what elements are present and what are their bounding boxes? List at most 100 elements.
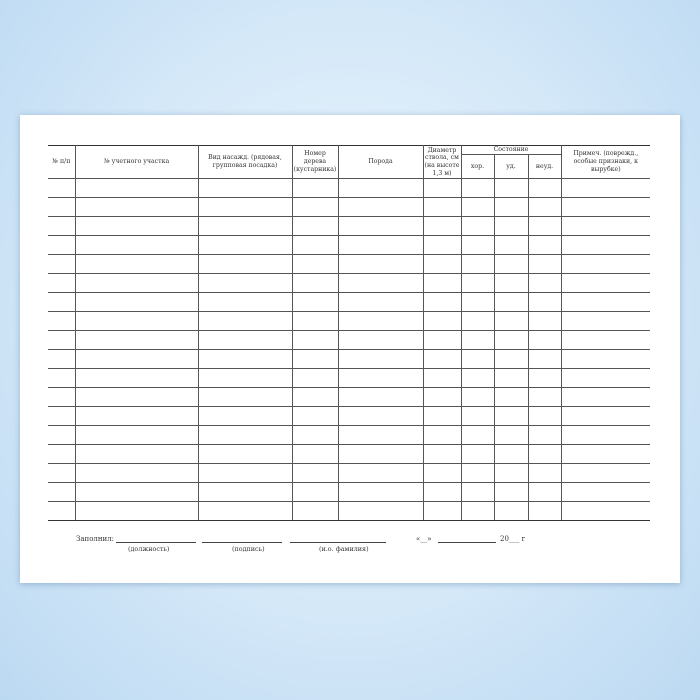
table-cell[interactable] xyxy=(493,235,529,255)
table-cell[interactable] xyxy=(48,425,76,445)
table-cell[interactable] xyxy=(291,273,339,293)
table-cell[interactable] xyxy=(527,178,562,198)
table-cell[interactable] xyxy=(197,444,293,464)
table-cell[interactable] xyxy=(197,501,293,521)
table-cell[interactable] xyxy=(337,292,424,312)
table-cell[interactable] xyxy=(493,311,529,331)
table-cell[interactable] xyxy=(527,368,562,388)
table-cell[interactable] xyxy=(527,216,562,236)
table-cell[interactable] xyxy=(493,292,529,312)
table-cell[interactable] xyxy=(197,197,293,217)
table-cell[interactable] xyxy=(48,349,76,369)
table-cell[interactable] xyxy=(527,292,562,312)
table-cell[interactable] xyxy=(460,425,495,445)
table-cell[interactable] xyxy=(291,216,339,236)
table-cell[interactable] xyxy=(337,368,424,388)
table-cell[interactable] xyxy=(560,273,651,293)
table-cell[interactable] xyxy=(460,292,495,312)
table-cell[interactable] xyxy=(422,425,462,445)
table-cell[interactable] xyxy=(74,235,199,255)
table-cell[interactable] xyxy=(197,178,293,198)
table-cell[interactable] xyxy=(422,349,462,369)
table-cell[interactable] xyxy=(560,463,651,483)
table-cell[interactable] xyxy=(337,444,424,464)
table-cell[interactable] xyxy=(560,368,651,388)
table-cell[interactable] xyxy=(197,273,293,293)
table-cell[interactable] xyxy=(337,482,424,502)
table-cell[interactable] xyxy=(337,216,424,236)
table-cell[interactable] xyxy=(197,254,293,274)
table-cell[interactable] xyxy=(197,349,293,369)
name-line[interactable] xyxy=(290,534,386,543)
table-cell[interactable] xyxy=(527,273,562,293)
table-cell[interactable] xyxy=(493,273,529,293)
position-line[interactable] xyxy=(116,534,196,543)
table-cell[interactable] xyxy=(74,330,199,350)
table-cell[interactable] xyxy=(291,387,339,407)
table-cell[interactable] xyxy=(460,463,495,483)
table-cell[interactable] xyxy=(197,482,293,502)
table-cell[interactable] xyxy=(560,235,651,255)
table-cell[interactable] xyxy=(291,311,339,331)
table-cell[interactable] xyxy=(337,254,424,274)
table-cell[interactable] xyxy=(291,406,339,426)
table-cell[interactable] xyxy=(48,273,76,293)
table-cell[interactable] xyxy=(74,368,199,388)
table-cell[interactable] xyxy=(74,482,199,502)
table-cell[interactable] xyxy=(422,463,462,483)
table-cell[interactable] xyxy=(422,235,462,255)
table-cell[interactable] xyxy=(48,482,76,502)
table-cell[interactable] xyxy=(48,254,76,274)
table-cell[interactable] xyxy=(197,406,293,426)
table-cell[interactable] xyxy=(422,197,462,217)
table-cell[interactable] xyxy=(197,425,293,445)
table-cell[interactable] xyxy=(560,197,651,217)
table-cell[interactable] xyxy=(422,311,462,331)
table-cell[interactable] xyxy=(560,482,651,502)
table-cell[interactable] xyxy=(291,254,339,274)
table-cell[interactable] xyxy=(337,425,424,445)
table-cell[interactable] xyxy=(493,349,529,369)
table-cell[interactable] xyxy=(337,235,424,255)
table-cell[interactable] xyxy=(48,330,76,350)
table-cell[interactable] xyxy=(291,463,339,483)
table-cell[interactable] xyxy=(460,178,495,198)
table-cell[interactable] xyxy=(291,235,339,255)
table-cell[interactable] xyxy=(560,292,651,312)
table-cell[interactable] xyxy=(422,444,462,464)
table-cell[interactable] xyxy=(337,387,424,407)
table-cell[interactable] xyxy=(527,463,562,483)
table-cell[interactable] xyxy=(560,216,651,236)
table-cell[interactable] xyxy=(493,330,529,350)
table-cell[interactable] xyxy=(197,330,293,350)
table-cell[interactable] xyxy=(197,463,293,483)
table-cell[interactable] xyxy=(422,178,462,198)
table-cell[interactable] xyxy=(74,254,199,274)
table-cell[interactable] xyxy=(460,387,495,407)
table-cell[interactable] xyxy=(337,463,424,483)
table-cell[interactable] xyxy=(493,406,529,426)
table-cell[interactable] xyxy=(74,349,199,369)
table-cell[interactable] xyxy=(74,216,199,236)
table-cell[interactable] xyxy=(197,368,293,388)
table-cell[interactable] xyxy=(197,235,293,255)
table-cell[interactable] xyxy=(422,482,462,502)
table-cell[interactable] xyxy=(337,330,424,350)
table-cell[interactable] xyxy=(460,254,495,274)
table-cell[interactable] xyxy=(74,425,199,445)
table-cell[interactable] xyxy=(197,387,293,407)
table-cell[interactable] xyxy=(560,311,651,331)
table-cell[interactable] xyxy=(337,406,424,426)
table-cell[interactable] xyxy=(493,501,529,521)
table-cell[interactable] xyxy=(74,273,199,293)
table-cell[interactable] xyxy=(291,178,339,198)
table-cell[interactable] xyxy=(422,330,462,350)
table-cell[interactable] xyxy=(48,463,76,483)
table-cell[interactable] xyxy=(291,197,339,217)
table-cell[interactable] xyxy=(460,482,495,502)
table-cell[interactable] xyxy=(291,292,339,312)
table-cell[interactable] xyxy=(48,501,76,521)
table-cell[interactable] xyxy=(493,425,529,445)
table-cell[interactable] xyxy=(460,444,495,464)
table-cell[interactable] xyxy=(291,444,339,464)
